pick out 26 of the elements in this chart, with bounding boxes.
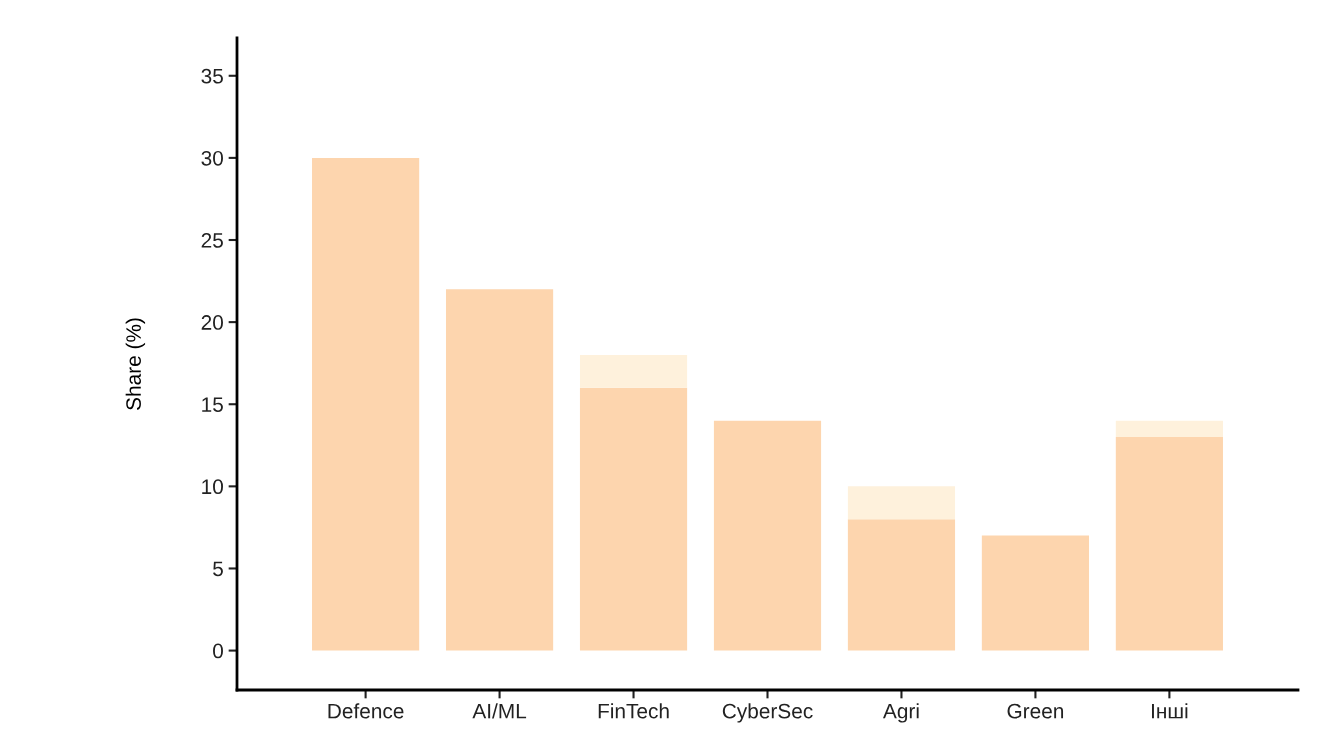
- bar: [847, 519, 956, 651]
- bar: [579, 354, 688, 388]
- bar: [1115, 437, 1223, 651]
- x-tick-label: FinTech: [598, 703, 669, 719]
- y-axis-title: Share (%): [125, 318, 146, 410]
- y-tick-label: 0: [213, 643, 223, 659]
- x-tick-label: Defence: [328, 703, 404, 719]
- bar: [579, 387, 688, 651]
- y-tick-label: 25: [201, 233, 223, 248]
- bar: [713, 420, 822, 651]
- y-tick-label: 20: [201, 315, 223, 330]
- bar: [445, 289, 554, 651]
- x-tick-label: Agri: [882, 703, 919, 723]
- y-tick-label: 30: [201, 150, 223, 166]
- bar: [1115, 420, 1223, 438]
- y-tick-label: 35: [201, 68, 223, 84]
- x-tick-label: CyberSec: [722, 703, 813, 723]
- bar: [312, 157, 420, 651]
- bar: [847, 486, 956, 520]
- x-tick-label: Інші: [1152, 703, 1188, 719]
- x-tick-label: Green: [1007, 703, 1064, 719]
- bar: [981, 535, 1090, 651]
- y-tick-label: 5: [213, 561, 223, 577]
- x-tick-label: AI/ML: [472, 703, 527, 719]
- y-tick-label: 15: [202, 397, 223, 412]
- y-tick-label: 10: [202, 479, 223, 495]
